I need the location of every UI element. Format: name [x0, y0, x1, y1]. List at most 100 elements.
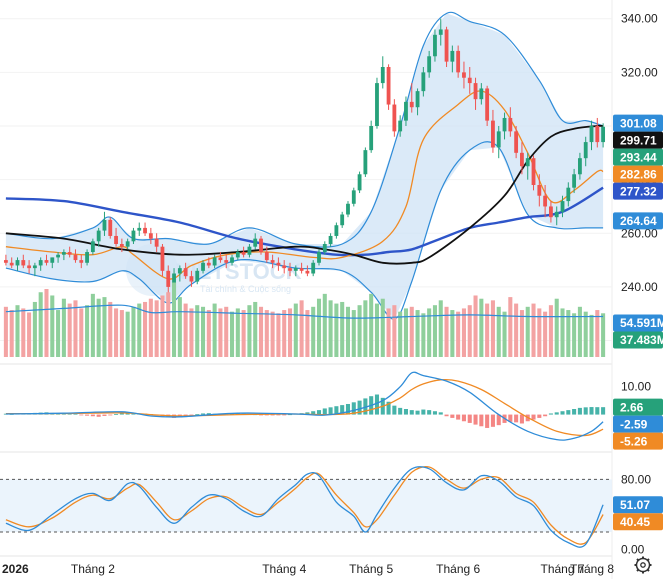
candle-body — [201, 262, 205, 271]
volume-bar — [322, 293, 327, 357]
macd-histogram-bar — [351, 402, 356, 415]
volume-bar — [189, 308, 194, 357]
candle-body — [386, 67, 391, 105]
volume-bar — [525, 306, 530, 357]
bollinger-upper-line — [5, 11, 604, 248]
volume-bar — [258, 306, 264, 357]
candle-body — [392, 104, 397, 132]
volume-bar — [299, 300, 304, 357]
macd-histogram-bar — [125, 413, 130, 415]
macd-histogram-bar — [444, 414, 449, 417]
candle-body — [543, 195, 548, 207]
macd-histogram-bar — [258, 414, 264, 416]
volume-bar — [543, 311, 548, 357]
volume-bar — [351, 310, 356, 357]
macd-histogram-bar — [409, 410, 414, 415]
volume-bar — [293, 303, 298, 357]
volume-panel — [3, 282, 606, 357]
gear-icon[interactable] — [634, 556, 652, 574]
candle-body — [85, 252, 89, 263]
candle-body — [456, 50, 461, 73]
macd-histogram-bar — [114, 414, 119, 415]
volume-bar — [572, 313, 577, 357]
price-badge: 282.86 — [613, 165, 663, 183]
volume-bar — [125, 311, 130, 357]
macd-histogram-bar — [108, 414, 113, 416]
volume-bar — [38, 292, 43, 357]
volume-bar — [485, 303, 490, 357]
macd-histogram-bar — [415, 410, 420, 415]
candle-body — [9, 262, 14, 266]
candle-body — [334, 225, 339, 236]
volume-bar — [357, 305, 362, 357]
candle-body — [328, 235, 333, 244]
volume-bar — [595, 310, 600, 357]
macd-histogram-bar — [282, 414, 287, 416]
macd-histogram-bar — [531, 414, 536, 420]
stoch-badge-bg — [613, 496, 663, 514]
macd-badge-label: -5.26 — [620, 434, 648, 448]
candle-body — [433, 34, 437, 57]
candle-body — [572, 174, 577, 188]
volume-bar — [27, 312, 32, 357]
candle-body — [525, 158, 530, 167]
volume-bar — [316, 298, 322, 357]
price-badge-bg — [613, 212, 663, 230]
candle-body — [206, 262, 211, 266]
macd-badge: 2.66 — [613, 398, 663, 416]
watermark-subtext: Tài chính & Cuộc sống — [200, 284, 291, 294]
macd-histogram-bar — [583, 407, 588, 415]
candle-body — [154, 238, 159, 247]
candle-body — [363, 150, 368, 175]
volume-bar — [473, 295, 478, 357]
volume-bar — [114, 308, 119, 357]
candle-body — [259, 238, 263, 253]
candle-body — [496, 131, 501, 148]
stoch-tick-label: 0.00 — [621, 543, 645, 557]
volume-bar — [548, 305, 553, 357]
macd-histogram-bar — [357, 400, 362, 415]
volume-bar — [427, 308, 432, 357]
macd-signal-line — [5, 378, 604, 437]
volume-bar — [421, 313, 426, 357]
volume-bar — [73, 300, 78, 357]
candle-body — [90, 241, 95, 253]
stoch-d-line — [5, 466, 604, 545]
stoch-panel — [0, 466, 612, 548]
macd-histogram-bar — [479, 414, 484, 427]
macd-histogram-bar — [374, 394, 380, 415]
volume-bar — [79, 308, 84, 357]
macd-histogram-bar — [496, 414, 501, 426]
candle-body — [589, 126, 594, 143]
price-tick-label: 340.00 — [621, 12, 658, 26]
macd-line — [5, 371, 604, 441]
candle-body — [502, 117, 507, 132]
volume-bar — [137, 303, 142, 357]
candle-body — [485, 88, 490, 121]
volume-bar — [119, 310, 124, 357]
candle-body — [409, 101, 414, 108]
macd-histogram-bar — [345, 403, 351, 415]
candle-body — [444, 29, 449, 62]
volume-bar — [398, 311, 403, 357]
candle-body — [73, 254, 78, 261]
macd-histogram-bar — [438, 412, 443, 415]
candle-body — [27, 265, 32, 269]
candle-body — [462, 72, 466, 78]
volume-bar — [102, 297, 107, 357]
candle-body — [44, 260, 49, 263]
volume-badge-bg — [613, 314, 663, 332]
volume-bar — [90, 293, 95, 357]
candle-body — [241, 252, 246, 255]
volume-badge-label: 37.483M — [620, 333, 667, 347]
price-badge-bg — [613, 182, 663, 200]
candle-body — [311, 262, 316, 274]
macd-histogram-bar — [340, 405, 345, 415]
candle-body — [421, 72, 426, 92]
price-tick-label: 320.00 — [621, 65, 658, 79]
volume-bar — [201, 306, 206, 357]
candle-body — [143, 227, 147, 234]
candle-body — [305, 270, 310, 274]
macd-badge-bg — [613, 432, 663, 450]
